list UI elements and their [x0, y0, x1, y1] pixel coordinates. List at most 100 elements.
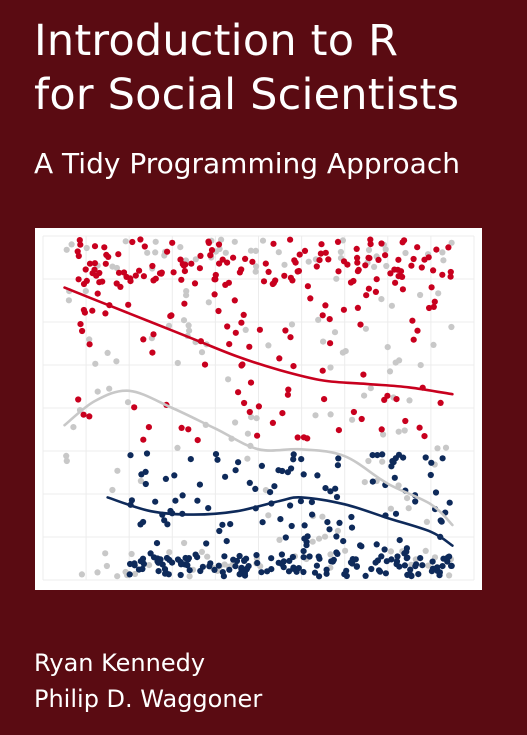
scatter-point: [402, 417, 409, 425]
scatter-point: [335, 268, 342, 275]
scatter-point: [109, 486, 116, 494]
scatter-point: [342, 348, 349, 355]
scatter-point: [82, 288, 89, 295]
scatter-point: [437, 399, 444, 406]
scatter-point: [280, 564, 287, 571]
scatter-point: [399, 286, 406, 293]
scatter-point: [387, 505, 394, 512]
scatter-point: [227, 521, 234, 528]
scatter-point: [436, 569, 443, 576]
scatter-point: [91, 243, 99, 250]
scatter-point: [63, 452, 70, 459]
scatter-point: [140, 436, 147, 443]
scatter-point: [386, 368, 394, 375]
scatter-point: [70, 424, 77, 431]
scatter-point: [186, 327, 193, 334]
scatter-point: [384, 344, 391, 351]
scatter-point: [226, 566, 233, 573]
scatter-point: [233, 557, 241, 565]
scatter-point: [350, 408, 357, 416]
scatter-point: [320, 338, 327, 345]
scatter-point: [297, 498, 304, 505]
scatter-point: [357, 321, 364, 328]
scatter-point: [414, 244, 421, 251]
scatter-point: [393, 396, 400, 403]
scatter-point: [63, 457, 70, 465]
scatter-point: [247, 379, 255, 386]
scatter-point: [162, 570, 169, 577]
scatter-point: [265, 268, 272, 275]
scatter-point: [315, 553, 322, 560]
scatter-point: [270, 240, 277, 247]
scatter-point: [304, 435, 311, 442]
scatter-point: [86, 260, 94, 267]
scatter-point: [421, 433, 428, 440]
scatter-point: [222, 249, 229, 256]
scatter-point: [442, 444, 450, 451]
scatter-point: [439, 271, 446, 278]
scatter-point: [115, 269, 123, 276]
scatter-point: [152, 249, 159, 256]
title-line-2: for Social Scientists: [34, 70, 460, 120]
scatter-point: [448, 323, 455, 331]
scatter-point: [321, 533, 329, 540]
scatter-point: [75, 252, 82, 260]
scatter-point: [198, 349, 206, 356]
cover-scatter-plot: [35, 228, 482, 590]
scatter-point: [75, 396, 82, 403]
scatter-point: [306, 553, 313, 560]
scatter-point: [180, 317, 188, 324]
scatter-point: [188, 260, 195, 267]
scatter-point: [343, 567, 350, 574]
scatter-point: [205, 238, 212, 245]
scatter-point: [379, 451, 386, 458]
scatter-point: [403, 548, 410, 555]
scatter-point: [367, 241, 374, 248]
scatter-point: [235, 389, 242, 396]
scatter-point: [333, 493, 341, 501]
scatter-point: [256, 326, 263, 333]
scatter-point: [222, 473, 229, 480]
scatter-point: [196, 265, 203, 272]
scatter-point: [275, 249, 282, 256]
scatter-point: [395, 428, 402, 435]
scatter-point: [446, 572, 453, 579]
scatter-point: [378, 426, 385, 433]
scatter-point: [259, 519, 266, 526]
scatter-point: [427, 471, 434, 479]
book-subtitle: A Tidy Programming Approach: [34, 147, 460, 180]
scatter-point: [401, 237, 408, 244]
scatter-point: [340, 258, 348, 265]
scatter-point: [152, 238, 159, 245]
scatter-point: [426, 304, 433, 312]
scatter-point: [417, 362, 424, 369]
scatter-point: [143, 450, 151, 457]
scatter-point: [372, 559, 379, 566]
scatter-point: [211, 276, 218, 283]
scatter-point: [294, 268, 301, 275]
scatter-point: [289, 553, 296, 561]
scatter-point: [259, 237, 267, 244]
scatter-point: [365, 285, 372, 292]
scatter-point: [253, 552, 260, 559]
scatter-point: [428, 568, 435, 575]
scatter-point: [146, 562, 153, 569]
scatter-point: [142, 480, 149, 488]
scatter-point: [373, 276, 380, 283]
scatter-point: [138, 471, 145, 478]
scatter-point: [271, 483, 278, 490]
scatter-point: [241, 557, 248, 564]
scatter-point: [139, 555, 147, 562]
scatter-point: [303, 542, 310, 549]
scatter-point: [334, 527, 341, 534]
scatter-point: [205, 299, 212, 306]
scatter-point: [375, 256, 382, 263]
scatter-point: [127, 452, 134, 459]
scatter-point: [334, 462, 341, 469]
scatter-point: [325, 256, 332, 263]
scatter-point: [334, 238, 342, 245]
scatter-point: [313, 263, 320, 270]
scatter-point: [235, 459, 242, 466]
scatter-point: [354, 254, 361, 261]
scatter-point: [365, 254, 372, 261]
